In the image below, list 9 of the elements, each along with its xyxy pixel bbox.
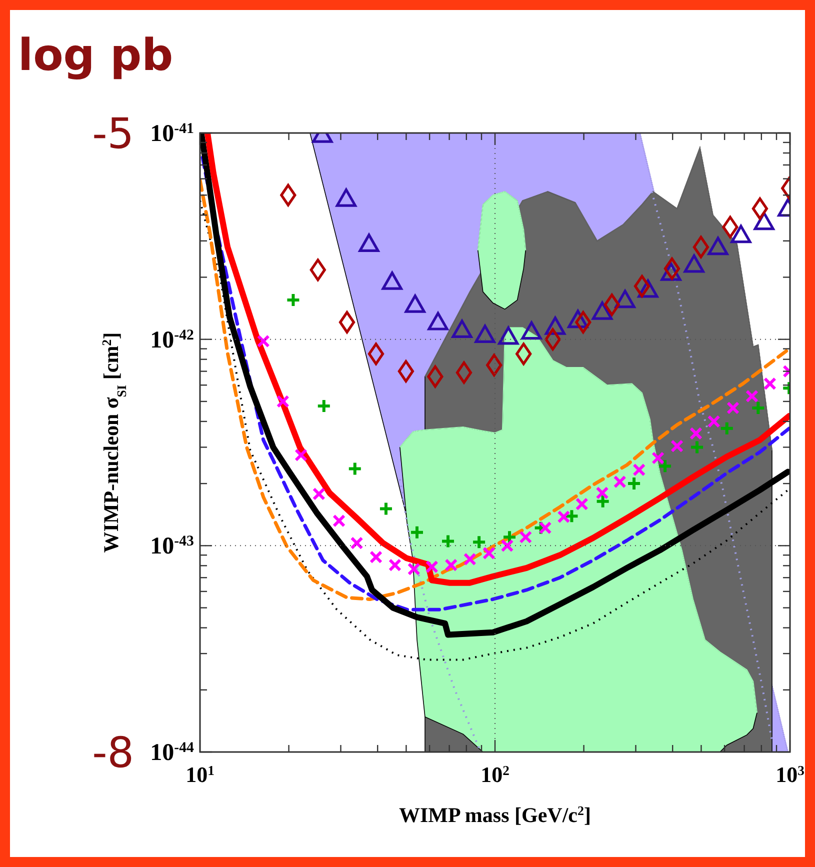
x-tick-label: 10$^{3}$ xyxy=(776,762,805,787)
text: -5 xyxy=(92,109,134,158)
x-tick-label: 10$^{2}$ xyxy=(480,762,510,787)
text: log pb xyxy=(18,30,174,81)
x-axis-title: WIMP mass [GeV/c$^{2}$] xyxy=(399,802,591,827)
y-tick-label: 10$^{-42}$ xyxy=(150,327,194,354)
y-tick-label: 10$^{-41}$ xyxy=(150,121,194,147)
y-tick-label: 10$^{-43}$ xyxy=(150,534,194,560)
text: -8 xyxy=(92,728,134,777)
